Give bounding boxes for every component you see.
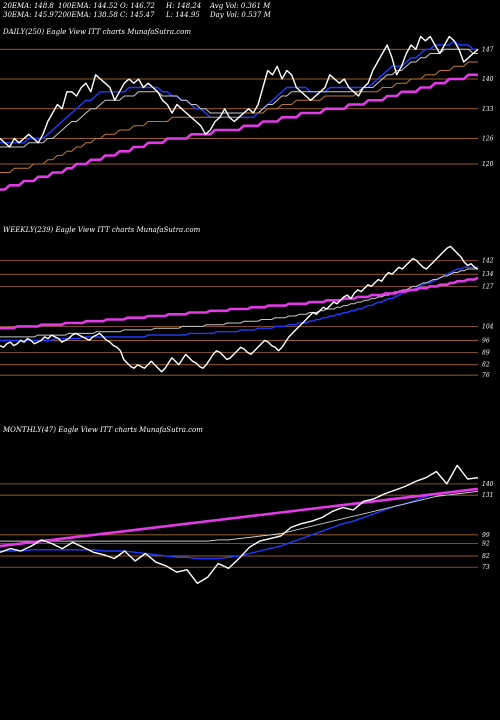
weekly-chart-panel: 142 134 127 104 96 89 82 76 WEEKLY(239) Eagle V… (0, 225, 500, 405)
y-tick-label: 133 (482, 106, 494, 113)
price-series-line (0, 35, 479, 148)
header-high: H: 148.24 (166, 2, 202, 10)
header-ema20: 20EMA: 148.8 (3, 2, 54, 10)
ema30-series-line (0, 48, 478, 148)
header-day-vol: Day Vol: 0.537 M (210, 11, 271, 19)
y-tick-label: 131 (482, 492, 493, 499)
ema200-series-line (0, 73, 478, 191)
y-tick-label: 73 (482, 564, 490, 571)
header-avg-vol: Avg Vol: 0.361 M (210, 2, 271, 10)
y-tick-label: 134 (482, 271, 494, 278)
monthly-chart-svg: 140 131 99 92 82 73 (0, 464, 494, 585)
header-ema30: 30EMA: 145.97 (3, 11, 59, 19)
ema_long-series-line (0, 276, 479, 330)
header: 20EMA: 148.8 100EMA: 144.52 O: 146.72 H:… (0, 0, 500, 22)
y-tick-label: 76 (482, 372, 490, 379)
y-tick-label: 104 (482, 323, 494, 330)
y-tick-label: 82 (482, 362, 490, 369)
y-tick-label: 140 (482, 481, 494, 488)
y-tick-label: 127 (482, 283, 494, 290)
monthly-chart-panel: 140 131 99 92 82 73 MONTHLY(47) Eagle View IT… (0, 424, 500, 604)
ema_long-series-line (0, 487, 479, 548)
ema_mid-series-line (0, 490, 479, 542)
monthly-chart-title: MONTHLY(47) Eagle View ITT charts Munafa… (3, 426, 203, 434)
daily-chart-title: DAILY(250) Eagle View ITT charts MunafaS… (3, 28, 191, 36)
y-tick-label: 140 (482, 76, 494, 83)
header-close: C: 145.47 (120, 11, 155, 19)
ema_fast-series-line (0, 266, 478, 342)
header-ema100: 100EMA: 144.52 (58, 2, 118, 10)
daily-chart-svg: 147 140 133 126 120 (0, 35, 494, 191)
ema_fast-series-line (0, 488, 479, 560)
header-open: O: 146.72 (120, 2, 155, 10)
weekly-chart-svg: 142 134 127 104 96 89 82 76 (0, 245, 494, 379)
y-tick-label: 96 (482, 337, 490, 344)
y-tick-label: 126 (482, 136, 494, 143)
daily-chart-panel: 147 140 133 126 120 DAILY(250) Eagle View IT… (0, 22, 500, 200)
y-tick-label: 147 (482, 46, 494, 53)
price-series-line (0, 464, 479, 585)
y-tick-label: 89 (482, 350, 490, 357)
y-tick-label: 142 (482, 257, 494, 264)
y-tick-label: 99 (482, 532, 490, 539)
header-ema200: 200EMA: 138.58 (58, 11, 118, 19)
y-tick-label: 82 (482, 553, 490, 560)
weekly-chart-title: WEEKLY(239) Eagle View ITT charts Munafa… (3, 226, 201, 234)
header-low: L: 144.95 (166, 11, 200, 19)
price-series-line (0, 245, 479, 373)
y-tick-label: 120 (482, 161, 494, 168)
y-tick-label: 92 (482, 541, 490, 548)
